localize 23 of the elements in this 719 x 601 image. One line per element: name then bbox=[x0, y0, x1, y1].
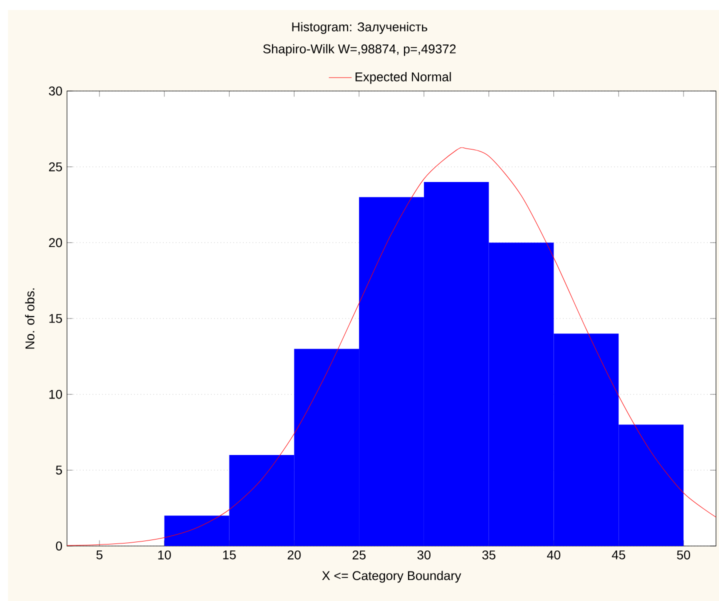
x-tick-label: 20 bbox=[288, 550, 301, 560]
chart-title: Histogram: Залученість bbox=[292, 22, 428, 34]
x-tick-label: 10 bbox=[158, 550, 171, 560]
y-tick-label: 10 bbox=[49, 390, 62, 399]
chart-subtitle: Shapiro-Wilk W=,98874, p=,49372 bbox=[263, 44, 456, 56]
y-axis-title: No. of obs. bbox=[25, 288, 34, 349]
legend-label: Expected Normal bbox=[356, 72, 451, 84]
y-tick-label: 0 bbox=[56, 542, 62, 550]
x-tick-label: 5 bbox=[96, 550, 102, 560]
x-tick-label: 30 bbox=[417, 550, 430, 560]
x-tick-label: 40 bbox=[546, 550, 560, 560]
x-axis-title: X <= Category Boundary bbox=[322, 570, 462, 583]
y-tick-label: 5 bbox=[56, 466, 62, 475]
y-tick-label: 30 bbox=[48, 86, 62, 96]
y-tick-label: 20 bbox=[49, 238, 62, 248]
line-series bbox=[67, 147, 716, 546]
x-tick-label: 45 bbox=[612, 550, 626, 560]
x-tick-label: 25 bbox=[352, 550, 366, 560]
x-tick-label: 15 bbox=[223, 550, 236, 560]
y-tick-label: 15 bbox=[49, 314, 62, 323]
y-tick-label: 25 bbox=[49, 162, 62, 172]
x-tick-label: 35 bbox=[482, 550, 496, 560]
x-tick-label: 50 bbox=[677, 550, 690, 560]
